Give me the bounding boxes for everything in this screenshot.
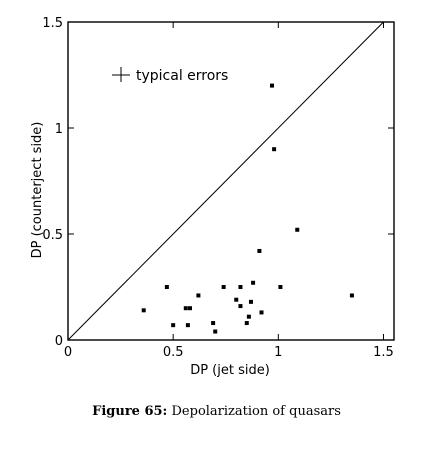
data-point [234,297,239,302]
y-tick-label: 0.5 [42,228,63,243]
data-point [248,299,253,304]
data-point [257,248,262,253]
data-point [183,306,188,311]
x-tick-label: 0.5 [163,345,184,360]
legend-label: typical errors [136,68,228,84]
figure-caption: Figure 65: Depolarization of quasars [0,404,433,419]
data-point [259,310,264,315]
figure-caption-text: Depolarization of quasars [171,404,341,419]
figure-caption-label: Figure 65: [92,404,168,419]
data-point [211,321,216,326]
data-point [221,285,226,289]
y-tick-label: 0 [55,334,63,349]
reference-line [67,21,384,341]
x-axis-label: DP (jet side) [190,363,270,378]
data-point [295,227,300,232]
x-tick-label: 0 [64,345,72,360]
data-point [187,306,192,311]
data-point [141,308,146,313]
data-point [185,323,190,328]
ticks [67,21,394,341]
data-point [213,329,218,334]
tick-labels: 0 0.5 1 1.5 0 0.5 1 1.5 [42,16,394,360]
x-tick-label: 1 [274,345,282,360]
data-point [171,323,176,328]
data-point [349,293,354,298]
data-point [251,280,256,285]
data-point [278,285,283,289]
scatter-chart: 0 0.5 1 1.5 0 0.5 1 1.5 typical errors DP (jet … [30,16,395,378]
data-point [246,314,251,319]
data-points [141,83,354,334]
y-tick-label: 1 [55,122,63,137]
legend: typical errors [112,67,228,84]
data-point [196,293,201,298]
data-point [270,83,275,88]
plot-frame [67,21,395,341]
data-point [164,285,169,289]
y-tick-label: 1.5 [42,16,63,31]
data-point [272,147,277,152]
x-tick-label: 1.5 [373,345,394,360]
data-point [238,285,243,289]
data-point [238,304,243,309]
data-point [244,321,249,326]
y-axis-label: DP (counterject side) [30,122,45,259]
